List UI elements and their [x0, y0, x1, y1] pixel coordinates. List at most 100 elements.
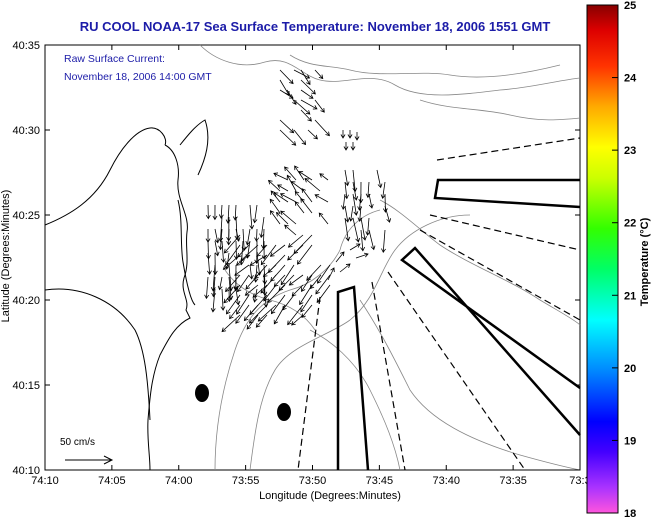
current-arrow — [307, 129, 318, 140]
colorbar-tick-label: 23 — [624, 145, 636, 157]
current-arrow — [240, 244, 259, 262]
current-arrow — [226, 228, 232, 246]
current-arrow — [287, 234, 304, 248]
current-arrow — [257, 304, 277, 322]
current-arrow — [234, 264, 250, 276]
current-arrow — [368, 229, 376, 251]
current-arrow — [301, 304, 313, 319]
colorbar-ticks: 25 24 23 22 21 20 19 18 — [612, 0, 637, 518]
current-arrow — [214, 240, 220, 257]
transects — [297, 137, 581, 471]
x-tick-label: 73:35 — [499, 475, 527, 487]
y-tick-label: 40:20 — [12, 295, 40, 307]
colorbar-tick-label: 20 — [624, 363, 636, 375]
current-arrow — [267, 179, 281, 192]
current-arrow — [279, 119, 295, 134]
current-arrow — [368, 193, 374, 209]
current-arrow — [204, 276, 210, 300]
current-arrow — [232, 204, 238, 221]
current-arrow — [237, 274, 250, 293]
mooring-dot — [195, 384, 209, 402]
current-arrow — [288, 274, 304, 286]
current-arrow — [248, 304, 268, 324]
current-arrow — [352, 181, 359, 201]
current-arrow — [249, 204, 255, 230]
current-arrow — [352, 217, 361, 243]
current-arrow — [348, 205, 354, 222]
current-arrow — [252, 284, 268, 298]
current-arrow — [300, 89, 314, 99]
current-arrow — [225, 204, 231, 224]
y-axis-ticks: 40:35 40:30 40:25 40:20 40:15 40:10 — [12, 40, 580, 477]
current-arrow — [267, 254, 286, 273]
scale-label: 50 cm/s — [60, 437, 96, 448]
current-arrow — [376, 169, 383, 189]
current-arrow — [343, 142, 349, 151]
x-tick-label: 73:55 — [232, 475, 260, 487]
transect-solid — [433, 178, 581, 209]
current-arrow — [340, 130, 346, 139]
current-arrow — [316, 284, 331, 304]
current-arrow — [269, 210, 281, 225]
current-arrow — [344, 169, 350, 187]
colorbar-tick-label: 21 — [624, 290, 636, 302]
current-arrow — [291, 314, 304, 326]
colorbar-tick-label: 18 — [624, 508, 636, 518]
current-arrow — [221, 314, 241, 333]
current-arrow — [270, 294, 286, 315]
current-arrow — [355, 252, 369, 259]
current-arrow — [270, 264, 286, 282]
current-arrow — [354, 132, 360, 141]
current-arrow — [279, 129, 297, 146]
current-arrow — [217, 276, 223, 291]
current-arrow — [229, 304, 241, 320]
current-arrow — [273, 274, 286, 287]
scale-arrow — [65, 455, 114, 465]
current-arrow — [301, 188, 313, 203]
current-arrow — [300, 197, 313, 214]
current-note-line2: November 18, 2006 14:00 GMT — [64, 71, 212, 83]
current-arrow — [344, 181, 349, 200]
plot-frame — [44, 44, 581, 471]
current-arrow — [254, 264, 268, 280]
current-arrow — [300, 294, 313, 313]
x-tick-label: 73:40 — [432, 475, 460, 487]
current-vectors — [204, 69, 392, 333]
current-arrow — [261, 240, 267, 260]
current-arrow — [211, 276, 217, 298]
current-arrow — [205, 204, 211, 220]
mooring-dot — [277, 403, 291, 421]
current-arrow — [347, 130, 353, 139]
current-arrow — [344, 205, 350, 223]
current-arrow — [280, 210, 297, 225]
current-arrow — [249, 254, 268, 266]
current-arrow — [360, 229, 366, 252]
colorbar-label: Temperature (°C) — [639, 217, 651, 307]
current-arrow — [273, 192, 289, 203]
current-arrow — [254, 228, 260, 242]
colorbar-tick-label: 25 — [624, 0, 636, 12]
current-arrow — [223, 284, 241, 304]
transect-dashed — [387, 271, 526, 471]
current-arrow — [256, 244, 268, 257]
current-arrow — [237, 244, 250, 258]
current-arrow — [206, 252, 212, 275]
current-arrow — [252, 204, 258, 224]
current-arrow — [384, 205, 392, 223]
x-tick-label: 73:50 — [299, 475, 327, 487]
current-arrow — [212, 252, 218, 276]
current-arrow — [218, 216, 224, 243]
transect-dashed — [371, 281, 406, 471]
current-arrow — [381, 229, 386, 254]
current-arrow — [223, 234, 241, 254]
current-arrow — [235, 304, 250, 324]
current-arrow — [352, 169, 358, 193]
current-arrow — [352, 193, 359, 216]
y-tick-label: 40:30 — [12, 125, 40, 137]
coastline — [44, 119, 209, 471]
y-axis-label: Latitude (Degrees:Minutes) — [0, 189, 12, 323]
current-arrow — [296, 244, 313, 265]
current-arrow — [287, 304, 304, 326]
current-arrow — [284, 166, 297, 181]
transect-dashed — [436, 137, 581, 161]
